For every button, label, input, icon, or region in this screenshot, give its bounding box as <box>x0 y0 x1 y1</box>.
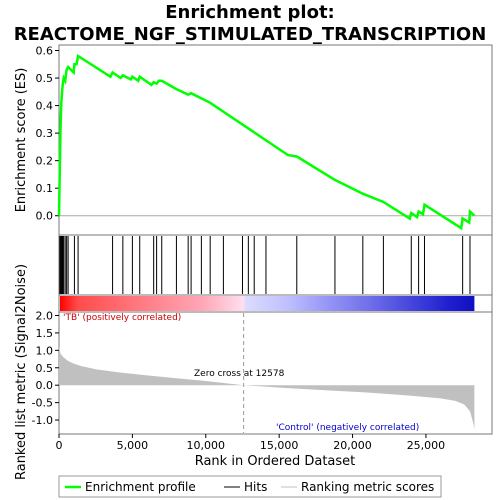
zero-cross-label: Zero cross at 12578 <box>194 369 285 379</box>
metric-y-tick-label: 0.5 <box>36 362 54 375</box>
es-panel: 0.0 0.1 0.2 0.3 0.4 0.5 0.6 Enrichment score (… <box>14 44 493 236</box>
es-y-tick-label: 0.4 <box>36 100 54 113</box>
legend-enrichment-label: Enrichment profile <box>85 480 196 494</box>
es-y-axis-label: Enrichment score (ES) <box>14 68 29 213</box>
hits-plot-area <box>58 234 493 296</box>
metric-y-tick-label: 1.0 <box>36 344 54 357</box>
legend-box <box>58 475 442 498</box>
legend: Enrichment profile Hits Ranking metric s… <box>58 475 442 498</box>
x-tick-label: 10,000 <box>187 439 226 452</box>
es-y-tick-label: 0.5 <box>36 72 54 85</box>
hits-panel <box>58 234 493 296</box>
chart-title-line-2: REACTOME_NGF_STIMULATED_TRANSCRIPTION <box>14 24 487 45</box>
x-tick-label: 15,000 <box>260 439 299 452</box>
metric-y-axis-label: Ranked list metric (Signal2Noise) <box>14 264 29 480</box>
x-tick-label: 0 <box>56 439 63 452</box>
x-tick-label: 20,000 <box>333 439 372 452</box>
positive-correlation-note: 'TB' (positively correlated) <box>63 313 181 323</box>
es-y-tick-label: 0.2 <box>36 155 54 168</box>
metric-y-tick-label: -1.0 <box>32 414 53 427</box>
ranking-metric-area <box>59 346 475 429</box>
metric-y-tick-label: 1.5 <box>36 327 54 340</box>
x-axis-label: Rank in Ordered Dataset <box>195 454 356 469</box>
x-axis: 0 5,000 10,000 15,000 20,000 25,000 Rank in O… <box>56 434 446 469</box>
metric-y-tick-label: -0.5 <box>32 397 53 410</box>
metric-plot-area <box>58 311 493 435</box>
color-bar <box>58 294 493 313</box>
es-y-tick-label: 0.1 <box>36 182 54 195</box>
legend-hits-label: Hits <box>244 480 267 494</box>
metric-y-tick-label: 0.0 <box>36 379 54 392</box>
es-y-tick-label: 0.0 <box>36 210 54 223</box>
chart-title-line-1: Enrichment plot: <box>165 2 335 23</box>
x-tick-label: 5,000 <box>117 439 149 452</box>
ranking-color-bar <box>60 296 475 311</box>
enrichment-profile-line <box>57 53 476 231</box>
legend-metric-label: Ranking metric scores <box>301 480 434 494</box>
negative-correlation-note: 'Control' (negatively correlated) <box>276 423 419 433</box>
metric-panel: Zero cross at 12578 'TB' (positively cor… <box>14 264 493 480</box>
metric-y-tick-label: 2.0 <box>36 309 54 322</box>
es-y-tick-label: 0.3 <box>36 127 54 140</box>
x-tick-label: 25,000 <box>407 439 446 452</box>
es-y-tick-label: 0.6 <box>36 45 54 58</box>
